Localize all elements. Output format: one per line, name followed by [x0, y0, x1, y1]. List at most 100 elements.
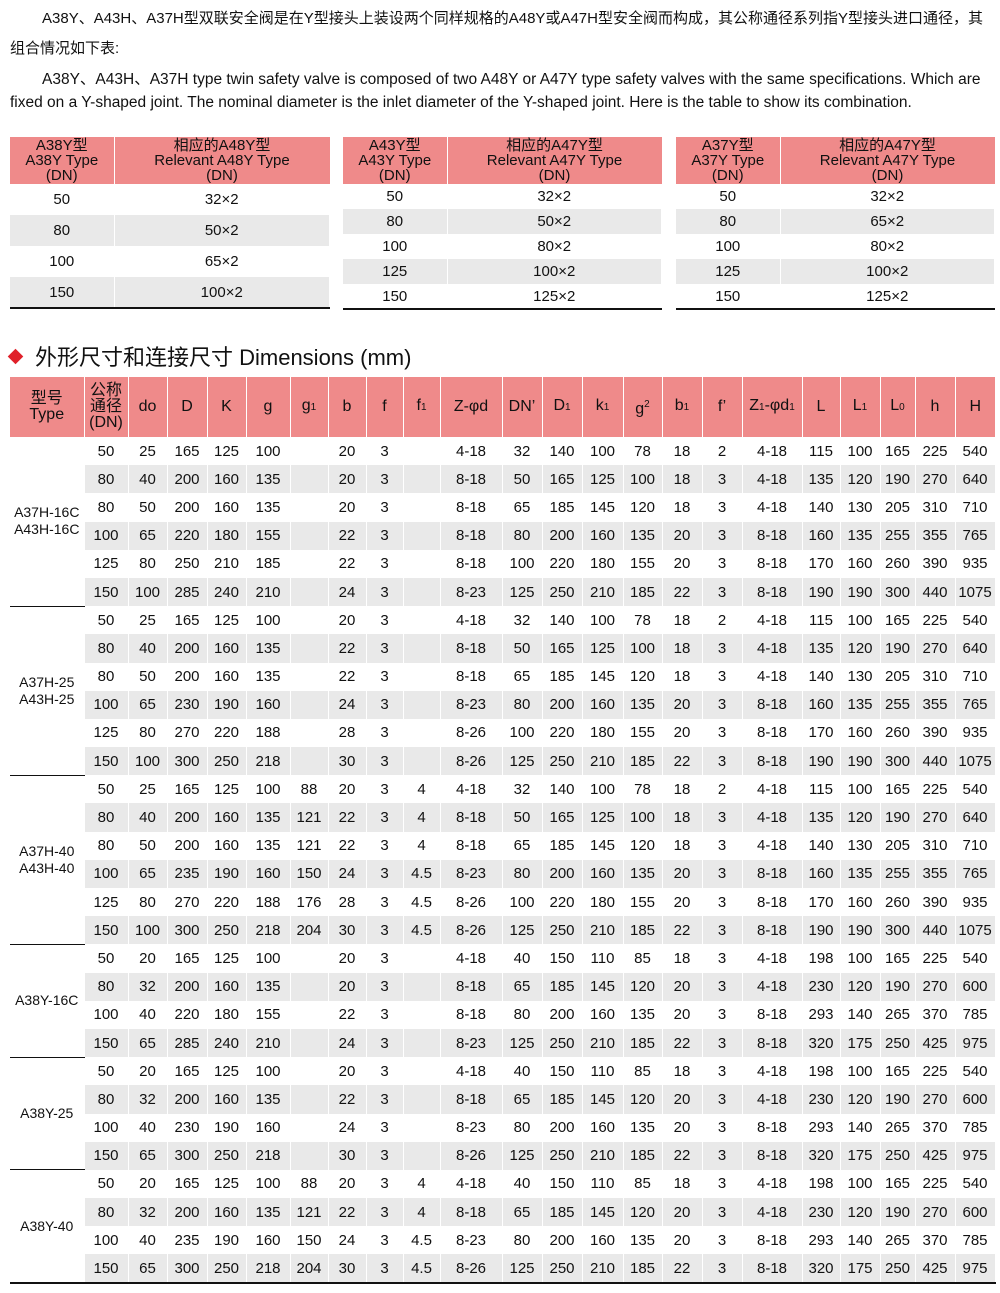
- cell-b1: 22: [662, 1141, 703, 1170]
- cell-f: 3: [366, 803, 404, 832]
- cell-D1: 200: [542, 690, 583, 719]
- cell-b1: 22: [662, 747, 703, 776]
- cell-b: 22: [328, 831, 367, 860]
- cell-b1: 20: [662, 690, 703, 719]
- cell-do: 65: [128, 859, 168, 888]
- cell-g1: 176: [290, 888, 329, 917]
- cell-g: 100: [246, 944, 291, 973]
- header-D1: D1: [542, 377, 583, 437]
- cell-h: 225: [915, 437, 956, 466]
- cell-z1-phi-d1: 4-18: [742, 775, 803, 804]
- cell-D1: 200: [542, 521, 583, 550]
- cell-D: 200: [167, 493, 208, 522]
- cell-g: 135: [246, 634, 291, 663]
- header-H: H: [955, 377, 995, 437]
- cell-L: 160: [802, 521, 841, 550]
- cell-do: 65: [128, 521, 168, 550]
- cell-g2: 135: [623, 1000, 663, 1029]
- header-g1: g1: [290, 377, 329, 437]
- cell-z-phi-d: 4-18: [440, 775, 503, 804]
- cell-f1: 4.5: [403, 916, 441, 945]
- cell-do: 40: [128, 465, 168, 494]
- cell-dn: 100: [84, 859, 129, 888]
- cell-g1: [290, 1113, 329, 1142]
- cell-g: 218: [246, 1141, 291, 1170]
- cell-L0: 260: [880, 888, 916, 917]
- cell-g: 100: [246, 437, 291, 466]
- cell-b1: 18: [662, 944, 703, 973]
- cell-L1: 120: [840, 972, 881, 1001]
- cell-h: 425: [915, 1141, 956, 1170]
- combo-header-type: A38Y型 A38Y Type (DN): [10, 137, 115, 184]
- cell-g1: 150: [290, 1226, 329, 1255]
- cell-h: 310: [915, 493, 956, 522]
- cell-L: 135: [802, 634, 841, 663]
- cell-h: 270: [915, 465, 956, 494]
- cell-f: 3: [366, 1254, 404, 1283]
- cell-f-prime: 3: [702, 831, 743, 860]
- cell-dn-prime: 100: [502, 718, 543, 748]
- table-row: 100 40 235 190 160 150 24 3 4.5 8-23 80 200 160 135 20…: [10, 1226, 996, 1255]
- cell-k1: 210: [582, 1141, 624, 1170]
- cell-b1: 20: [662, 859, 703, 888]
- cell-H: 765: [955, 521, 996, 550]
- combo-relevant-cell: 50×2: [447, 209, 662, 234]
- cell-L0: 165: [880, 437, 916, 466]
- cell-z-phi-d: 8-18: [440, 1000, 503, 1029]
- cell-dn-prime: 65: [502, 1198, 543, 1227]
- cell-f1: 4: [403, 1169, 441, 1199]
- cell-L0: 250: [880, 1254, 916, 1283]
- cell-f-prime: 3: [702, 465, 743, 494]
- table-row: 150 100 300 250 218 30 3 8-26 125 250 210 185 22 3 8-1…: [10, 747, 996, 776]
- cell-g1: [290, 549, 329, 578]
- cell-h: 370: [915, 1000, 956, 1029]
- cell-do: 40: [128, 1226, 168, 1255]
- cell-L: 135: [802, 803, 841, 832]
- cell-L1: 140: [840, 1226, 881, 1255]
- cell-z1-phi-d1: 4-18: [742, 465, 803, 494]
- cell-z1-phi-d1: 8-18: [742, 718, 803, 748]
- cell-b: 22: [328, 1085, 367, 1114]
- cell-D: 200: [167, 465, 208, 494]
- cell-do: 50: [128, 662, 168, 691]
- cell-z1-phi-d1: 4-18: [742, 803, 803, 832]
- cell-L0: 165: [880, 775, 916, 804]
- cell-L0: 205: [880, 831, 916, 860]
- combo-header-row: A43Y型 A43Y Type (DN) 相应的A47Y型 Relevant A47Y …: [343, 137, 662, 184]
- cell-z1-phi-d1: 4-18: [742, 972, 803, 1001]
- cell-g: 210: [246, 577, 291, 607]
- cell-L0: 190: [880, 1198, 916, 1227]
- cell-z1-phi-d1: 4-18: [742, 1085, 803, 1114]
- cell-do: 40: [128, 803, 168, 832]
- cell-L: 320: [802, 1254, 841, 1283]
- cell-f-prime: 3: [702, 1028, 743, 1058]
- cell-k1: 210: [582, 1028, 624, 1058]
- cell-f-prime: 3: [702, 1141, 743, 1170]
- table-row: 80 50 200 160 135 20 3 8-18 65 185 145 120 18 3 4-18 14…: [10, 493, 996, 522]
- cell-D: 165: [167, 944, 208, 973]
- combo-row: 50 32×2: [676, 184, 995, 209]
- cell-L1: 160: [840, 549, 881, 578]
- cell-g2: 78: [623, 775, 663, 804]
- cell-K: 190: [207, 690, 247, 719]
- cell-b1: 18: [662, 493, 703, 522]
- cell-g2: 120: [623, 1085, 663, 1114]
- cell-K: 160: [207, 634, 247, 663]
- cell-f1: [403, 1000, 441, 1029]
- header-g2: g2: [623, 377, 663, 437]
- cell-z-phi-d: 8-18: [440, 972, 503, 1001]
- cell-H: 540: [955, 1057, 996, 1086]
- cell-L0: 300: [880, 747, 916, 776]
- cell-f: 3: [366, 944, 404, 973]
- cell-g1: [290, 662, 329, 691]
- cell-b1: 22: [662, 916, 703, 945]
- combo-relevant-cell: 125×2: [780, 284, 995, 309]
- cell-g2: 185: [623, 1028, 663, 1058]
- cell-f1: [403, 1057, 441, 1086]
- cell-h: 355: [915, 690, 956, 719]
- cell-f: 3: [366, 662, 404, 691]
- combo-dn-cell: 100: [10, 246, 115, 277]
- cell-do: 50: [128, 493, 168, 522]
- table-row: 80 40 200 160 135 121 22 3 4 8-18 50 165 125 100 18 3 4-…: [10, 803, 996, 832]
- cell-f: 3: [366, 1141, 404, 1170]
